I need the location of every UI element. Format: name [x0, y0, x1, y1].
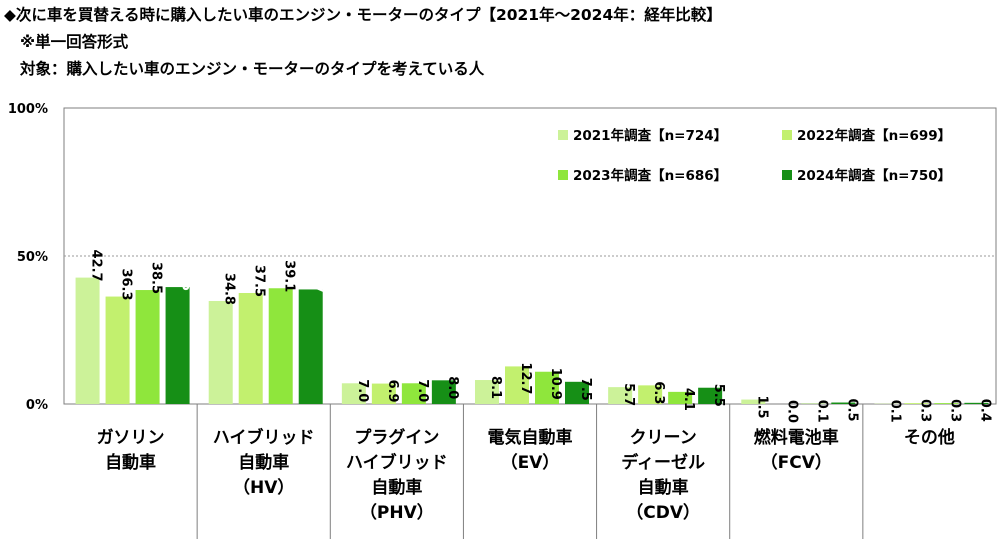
- data-label: 39.1: [282, 260, 297, 292]
- bar: [904, 403, 929, 404]
- category-label: その他: [904, 427, 955, 448]
- legend-swatch: [558, 170, 568, 180]
- chart-title: ◆次に車を買替える時に購入したい車のエンジン・モーターのタイプ【2021年～20…: [4, 6, 722, 24]
- data-label: 38.7: [312, 261, 327, 293]
- data-label: 0.4: [977, 399, 992, 422]
- bar: [741, 399, 766, 404]
- y-tick-label: 0%: [26, 398, 48, 413]
- bar: [401, 383, 426, 404]
- bar: [535, 371, 559, 404]
- bar: [105, 296, 130, 404]
- bar: [475, 380, 499, 404]
- data-label: 37.5: [252, 265, 267, 297]
- data-label: 12.7: [518, 362, 533, 394]
- category-label: 自動車: [238, 452, 289, 473]
- bar: [165, 287, 190, 404]
- legend-label: 2021年調査【n=724】: [573, 127, 727, 144]
- data-label: 36.3: [119, 268, 134, 300]
- data-label: 10.9: [548, 368, 563, 400]
- data-label: 5.7: [621, 383, 636, 406]
- legend-swatch: [782, 170, 792, 180]
- category-label: 自動車: [638, 477, 689, 498]
- data-label: 42.7: [89, 250, 104, 282]
- data-label: 6.9: [385, 380, 400, 403]
- category-label: 電気自動車: [488, 427, 573, 448]
- data-label: 7.0: [415, 379, 430, 402]
- data-label: 7.0: [355, 379, 370, 402]
- data-label: 6.3: [651, 381, 666, 404]
- y-tick-label: 50%: [17, 250, 48, 265]
- category-label: （EV）: [501, 452, 560, 473]
- data-label: 8.1: [488, 376, 503, 399]
- bar: [135, 290, 160, 404]
- bar: [934, 403, 959, 404]
- data-label: 4.1: [681, 388, 696, 411]
- bar: [208, 300, 233, 404]
- answer-format-note: ※単一回答形式: [20, 33, 129, 51]
- bar: [698, 387, 723, 404]
- data-label: 7.5: [578, 378, 593, 401]
- bar: [371, 383, 396, 404]
- legend-swatch: [558, 130, 568, 140]
- bar: [505, 366, 529, 404]
- data-label: 0.1: [814, 400, 829, 423]
- data-label: 1.5: [754, 396, 769, 419]
- chart-header: ◆次に車を買替える時に購入したい車のエンジン・モーターのタイプ【2021年～20…: [4, 2, 722, 83]
- category-label: クリーン: [630, 428, 697, 448]
- legend-label: 2024年調査【n=750】: [797, 167, 951, 184]
- bar: [298, 289, 323, 404]
- category-label: プラグイン: [354, 427, 439, 448]
- bar: [75, 277, 100, 404]
- data-label: 0.0: [784, 400, 799, 423]
- data-label: 34.8: [222, 273, 237, 305]
- bar: [565, 381, 589, 404]
- bar: [831, 402, 856, 404]
- category-label: ガソリン: [97, 428, 165, 448]
- bar: [608, 387, 633, 404]
- data-label: 39.5: [179, 259, 194, 291]
- category-label: 自動車: [105, 452, 156, 473]
- category-label: （HV）: [233, 477, 294, 498]
- legend-swatch: [782, 130, 792, 140]
- y-tick-label: 100%: [8, 102, 48, 117]
- legend-label: 2022年調査【n=699】: [797, 127, 951, 144]
- data-label: 0.3: [917, 399, 932, 422]
- target-note: 対象：購入したい車のエンジン・モーターのタイプを考えている人: [20, 60, 485, 78]
- bar: [638, 385, 663, 404]
- bar: [668, 391, 693, 404]
- legend-label: 2023年調査【n=686】: [573, 167, 727, 184]
- bar: [238, 293, 263, 404]
- category-label: 燃料電池車: [754, 427, 839, 448]
- category-label: 自動車: [371, 477, 422, 498]
- bar: [431, 380, 456, 404]
- data-label: 0.3: [947, 399, 962, 422]
- category-label: ディーゼル: [621, 452, 705, 473]
- data-label: 0.1: [887, 400, 902, 423]
- bar: [268, 288, 293, 404]
- category-label: ハイブリッド: [213, 427, 315, 448]
- data-label: 8.0: [445, 376, 460, 399]
- data-label: 5.5: [711, 384, 726, 407]
- category-label: （CDV）: [626, 502, 700, 523]
- category-label: ハイブリッド: [346, 452, 448, 473]
- category-label: （FCV）: [761, 452, 832, 473]
- data-label: 0.5: [844, 399, 859, 422]
- bar: [341, 383, 366, 404]
- category-label: （PHV）: [360, 502, 434, 523]
- data-label: 38.5: [149, 262, 164, 294]
- bar: [964, 402, 989, 404]
